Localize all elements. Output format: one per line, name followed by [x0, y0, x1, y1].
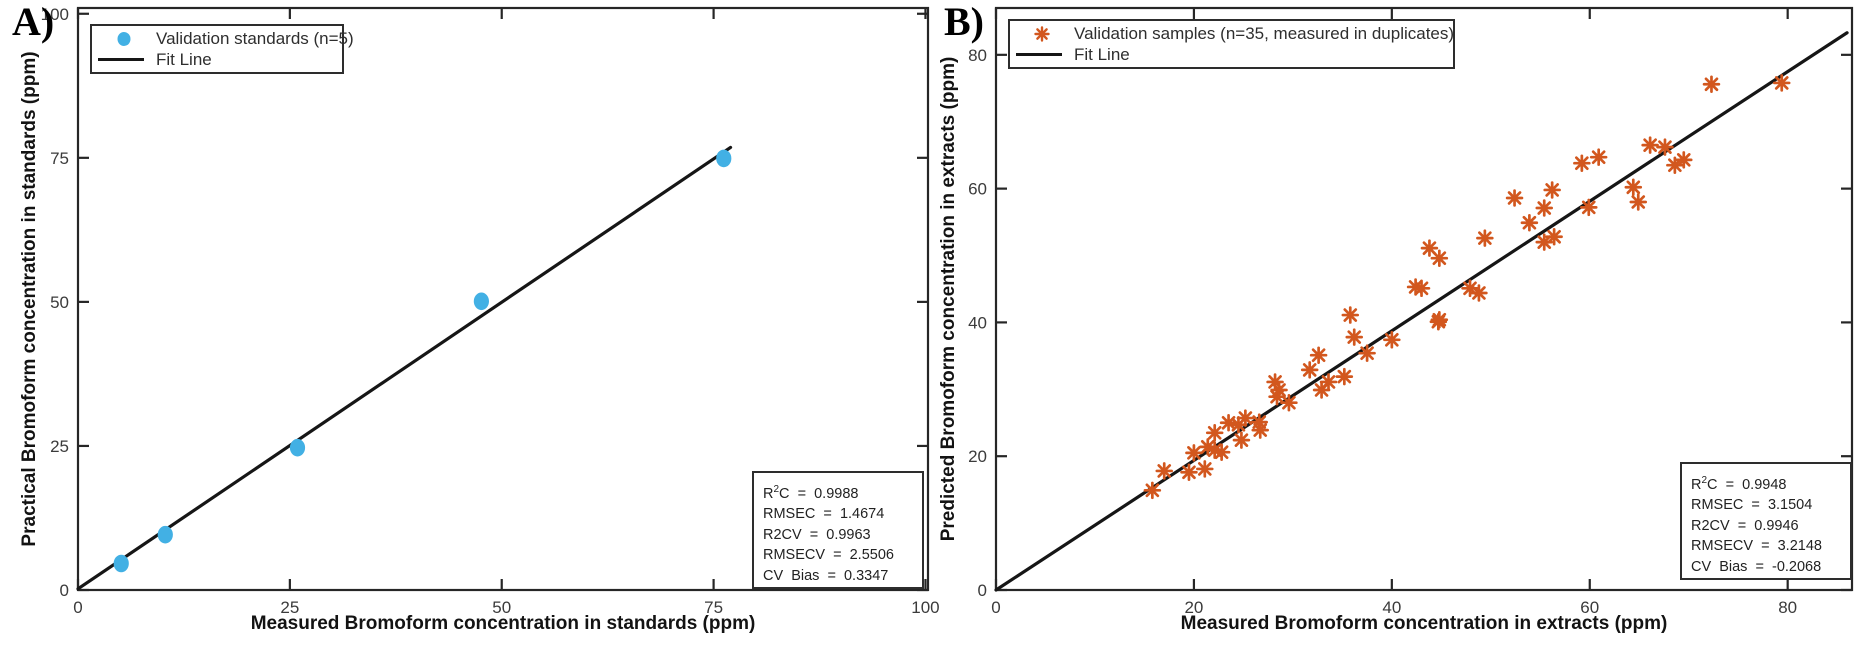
panel-b-label: B) [944, 0, 984, 44]
stat-rmsecv: RMSECV = 3.2148 [1691, 538, 1822, 555]
legend-item-samples: Validation samples (n=35, measured in du… [1016, 24, 1454, 45]
svg-text:60: 60 [968, 180, 987, 199]
stat-cv-bias: CV Bias = -0.2068 [1691, 558, 1822, 575]
stat-rmsecv: RMSECV = 2.5506 [763, 547, 894, 564]
stat-r2c: R2C = 0.9988 [763, 484, 859, 502]
legend-item-fit-line-b: Fit Line [1016, 45, 1445, 66]
stat-r2cv: R2CV = 0.9946 [1691, 517, 1799, 534]
fit-line-icon [98, 58, 150, 62]
stat-rmsec: RMSEC = 3.1504 [1691, 497, 1813, 514]
legend-label-fit-line: Fit Line [156, 49, 212, 69]
svg-text:40: 40 [968, 313, 987, 332]
legend-item-fit-line: Fit Line [98, 50, 334, 71]
panel-b-xaxis-title: Measured Bromoform concentration in extr… [1180, 613, 1668, 634]
fit-line-icon [1016, 53, 1068, 57]
svg-text:40: 40 [1382, 598, 1401, 617]
panel-b-yaxis-title: Predicted Bromoform concentration in ext… [938, 56, 959, 542]
svg-text:50: 50 [492, 598, 511, 617]
svg-text:50: 50 [50, 293, 69, 312]
panel-a-yaxis-title: Practical Bromoform concentration in sta… [19, 51, 40, 547]
svg-text:25: 25 [280, 598, 299, 617]
svg-text:80: 80 [1778, 598, 1797, 617]
panel-a-legend: Validation standards (n=5) Fit Line [90, 24, 354, 74]
stat-r2c: R2C = 0.9948 [1691, 475, 1787, 493]
panel-a-stats-box: R2C = 0.9988 RMSEC = 1.4674 R2CV = 0.996… [752, 471, 924, 589]
svg-text:20: 20 [968, 447, 987, 466]
svg-text:0: 0 [60, 581, 69, 600]
panel-a-xaxis-title: Measured Bromoform concentration in stan… [250, 613, 756, 634]
svg-text:0: 0 [73, 598, 82, 617]
panel-a-label: A) [12, 0, 55, 44]
svg-text:0: 0 [991, 598, 1000, 617]
panel-b-legend: Validation samples (n=35, measured in du… [1008, 19, 1455, 69]
svg-text:20: 20 [1184, 598, 1203, 617]
asterisk-marker-icon [1016, 25, 1068, 43]
svg-text:75: 75 [704, 598, 723, 617]
stat-rmsec: RMSEC = 1.4674 [763, 506, 885, 523]
legend-item-standards: Validation standards (n=5) [98, 29, 354, 50]
circle-marker-icon [98, 30, 150, 48]
legend-label-standards: Validation standards (n=5) [156, 29, 354, 49]
stat-cv-bias: CV Bias = 0.3347 [763, 567, 889, 584]
stat-r2cv: R2CV = 0.9963 [763, 526, 871, 543]
svg-text:80: 80 [968, 46, 987, 65]
svg-text:100: 100 [911, 598, 939, 617]
svg-text:25: 25 [50, 437, 69, 456]
svg-text:100: 100 [41, 5, 69, 24]
svg-text:75: 75 [50, 149, 69, 168]
svg-text:60: 60 [1580, 598, 1599, 617]
panel-b-stats-box: R2C = 0.9948 RMSEC = 3.1504 R2CV = 0.994… [1680, 462, 1852, 580]
svg-text:0: 0 [978, 581, 987, 600]
legend-label-samples: Validation samples (n=35, measured in du… [1074, 24, 1455, 44]
legend-label-fit-line-b: Fit Line [1074, 44, 1130, 64]
